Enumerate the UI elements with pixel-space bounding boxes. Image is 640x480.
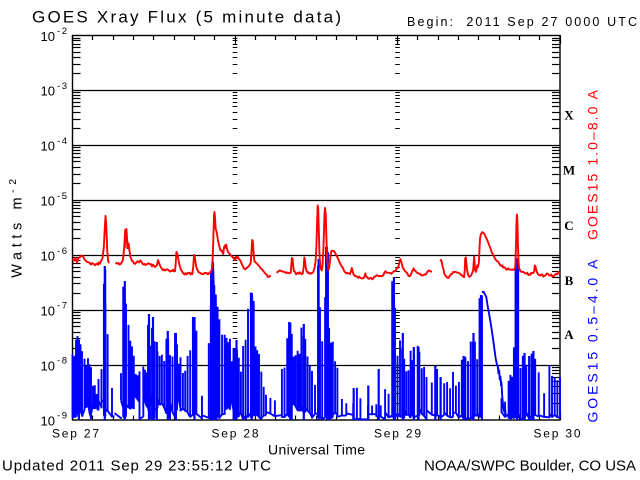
svg-text:-5: -5 (57, 191, 69, 202)
svg-text:NOAA/SWPC Boulder, CO USA: NOAA/SWPC Boulder, CO USA (424, 458, 636, 475)
svg-text:-9: -9 (57, 411, 69, 422)
svg-text:GOES15 0.5–4.0 A: GOES15 0.5–4.0 A (585, 259, 601, 423)
svg-text:10: 10 (41, 139, 55, 154)
svg-text:Updated 2011 Sep 29 23:55:12 U: Updated 2011 Sep 29 23:55:12 UTC (2, 458, 271, 475)
svg-text:-2: -2 (57, 26, 69, 37)
svg-text:10: 10 (41, 413, 55, 428)
svg-text:Universal Time: Universal Time (268, 442, 365, 458)
svg-text:-4: -4 (57, 136, 69, 147)
svg-text:-8: -8 (57, 356, 69, 367)
svg-text:M: M (563, 163, 575, 178)
svg-text:-6: -6 (57, 246, 69, 257)
svg-text:Watts m-2: Watts m-2 (7, 174, 26, 277)
svg-text:10: 10 (41, 358, 55, 373)
svg-text:GOES15 1.0–8.0 A: GOES15 1.0–8.0 A (585, 89, 601, 240)
svg-text:-7: -7 (57, 301, 69, 312)
svg-text:Sep 29: Sep 29 (374, 427, 421, 441)
svg-text:10: 10 (41, 29, 55, 44)
svg-text:Begin: 2011 Sep 27 0000 UTC: Begin: 2011 Sep 27 0000 UTC (407, 15, 637, 29)
svg-text:10: 10 (41, 303, 55, 318)
svg-text:10: 10 (41, 194, 55, 209)
svg-text:Sep 27: Sep 27 (52, 427, 99, 441)
svg-text:A: A (564, 327, 574, 342)
svg-text:10: 10 (41, 84, 55, 99)
svg-text:Sep 30: Sep 30 (534, 427, 581, 441)
svg-text:X: X (564, 108, 574, 123)
svg-text:10: 10 (41, 249, 55, 264)
svg-text:B: B (565, 273, 574, 288)
svg-text:C: C (564, 218, 573, 233)
svg-text:Sep 28: Sep 28 (212, 427, 259, 441)
svg-text:-3: -3 (57, 81, 69, 92)
